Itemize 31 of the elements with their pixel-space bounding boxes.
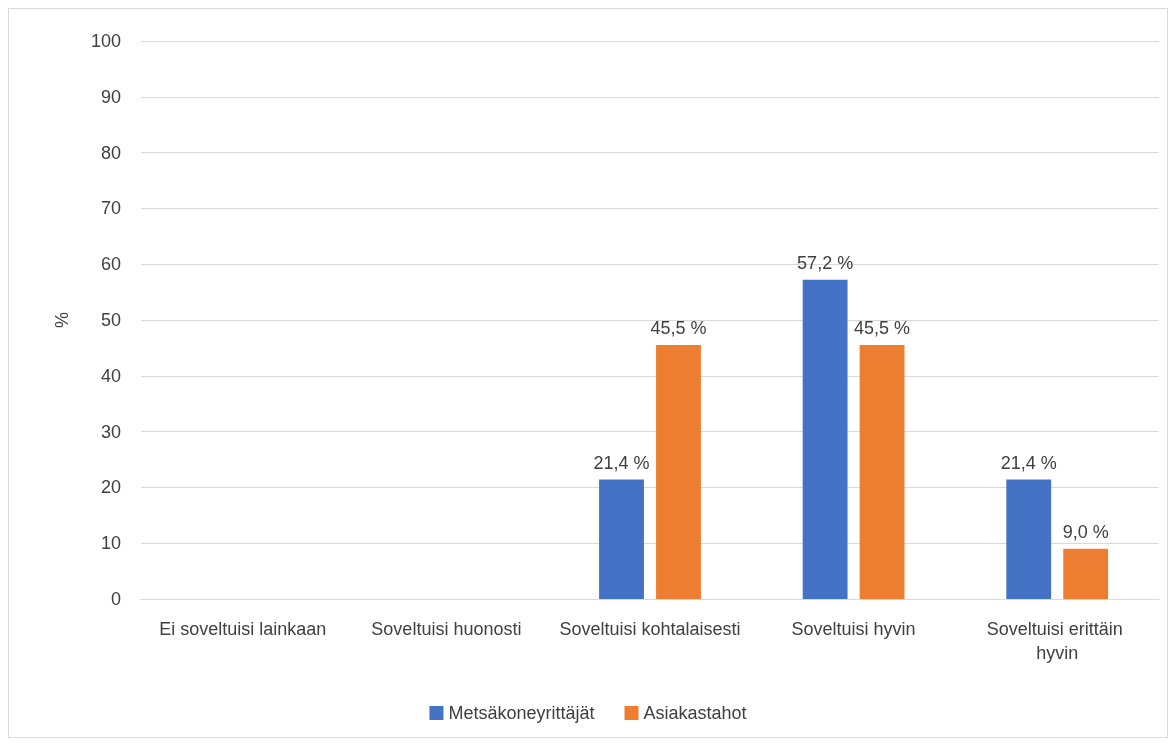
data-label: 57,2 % bbox=[797, 252, 854, 273]
legend-label: Asiakastahot bbox=[643, 703, 747, 723]
bar bbox=[656, 345, 701, 599]
data-label: 21,4 % bbox=[593, 452, 650, 473]
x-tick-label: Soveltuisi erittäin hyvin bbox=[986, 619, 1128, 663]
y-tick-label: 10 bbox=[100, 533, 121, 554]
x-tick-label: Soveltuisi huonosti bbox=[371, 619, 522, 639]
y-tick-label: 100 bbox=[90, 31, 121, 51]
y-tick-label: 20 bbox=[100, 477, 121, 498]
y-tick-label: 80 bbox=[100, 142, 121, 163]
data-label: 9,0 % bbox=[1062, 521, 1109, 542]
x-tick-label: Ei soveltuisi lainkaan bbox=[159, 619, 327, 639]
y-tick-label: 40 bbox=[100, 365, 121, 386]
legend-label: Metsäkoneyrittäjät bbox=[448, 703, 595, 723]
y-tick-label: 0 bbox=[110, 589, 121, 609]
data-label: 45,5 % bbox=[854, 318, 911, 339]
bar bbox=[859, 345, 905, 599]
y-tick-label: 60 bbox=[100, 254, 121, 275]
bar bbox=[599, 479, 644, 599]
bar bbox=[1063, 548, 1109, 599]
x-tick-label: Soveltuisi kohtalaisesti bbox=[559, 619, 741, 639]
y-tick-label: 30 bbox=[100, 421, 121, 442]
bar bbox=[1006, 479, 1052, 599]
data-label: 45,5 % bbox=[650, 318, 707, 339]
bar bbox=[802, 279, 848, 599]
y-tick-label: 70 bbox=[100, 198, 121, 219]
x-tick-label: Soveltuisi hyvin bbox=[791, 619, 916, 639]
y-tick-label: 90 bbox=[100, 86, 121, 107]
y-tick-label: 50 bbox=[100, 310, 121, 330]
y-axis-title: % bbox=[52, 311, 72, 329]
data-label: 21,4 % bbox=[1000, 452, 1057, 473]
